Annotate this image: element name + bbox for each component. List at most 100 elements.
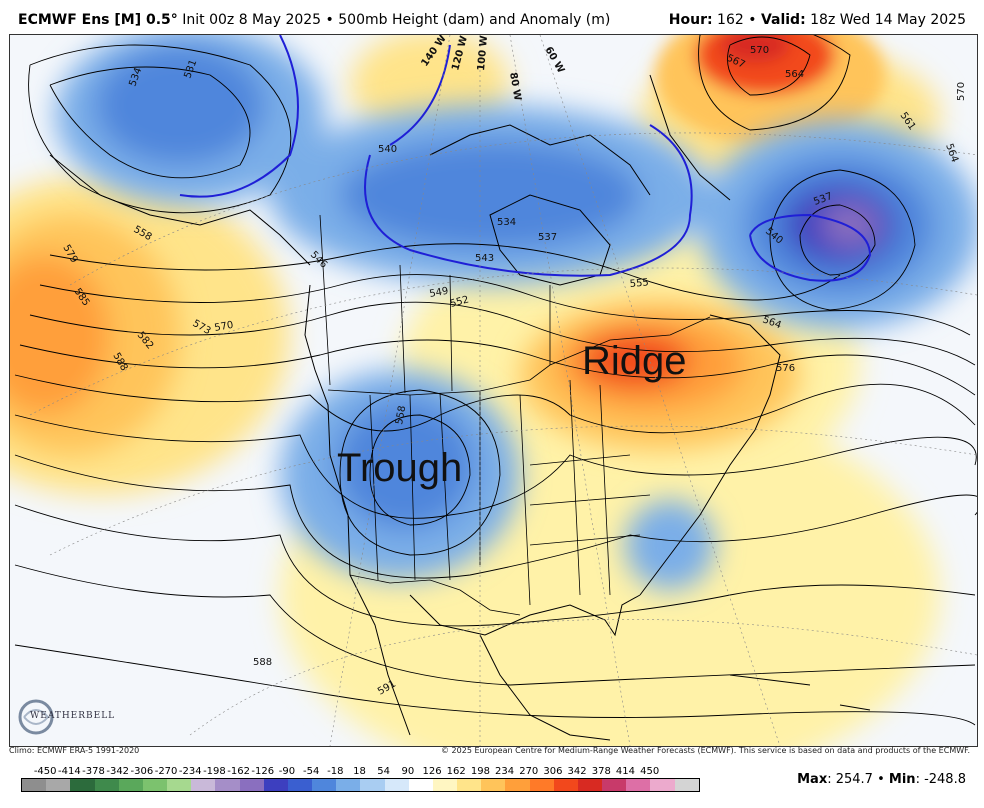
- contour-label: 534: [497, 217, 516, 228]
- logo-text: WEATHERBELL: [30, 711, 116, 721]
- colorbar-swatch: [577, 779, 603, 791]
- colorbar-swatch: [46, 779, 71, 791]
- anomaly-shading: [10, 35, 977, 746]
- colorbar-tick-label: 414: [615, 766, 635, 777]
- political-borders: [319, 214, 711, 616]
- colorbar-tick-label: 342: [567, 766, 587, 777]
- colorbar-swatch: [94, 779, 119, 791]
- contour-label: 555: [629, 277, 649, 290]
- contour-540-atlantic: [749, 213, 872, 282]
- contour-540-lines: [179, 35, 872, 282]
- longitude-label: 80 W: [507, 72, 523, 102]
- colorbar-swatch: [167, 779, 192, 791]
- colorbar-tick-label: -270: [154, 766, 178, 777]
- contour-label: 552: [449, 294, 470, 310]
- colorbar-swatch: [384, 779, 409, 791]
- colorbar-tick-label: -234: [178, 766, 202, 777]
- contour-label: 570: [750, 45, 769, 56]
- weatherbell-logo: WEATHERBELL: [16, 697, 114, 739]
- contour-label: 540: [378, 144, 397, 155]
- contour-540-alaska: [179, 35, 299, 198]
- contour-label: 576: [776, 363, 795, 374]
- colorbar-tick-label: -18: [327, 766, 344, 777]
- colorbar-swatch: [312, 779, 337, 791]
- contour-540-canada: [364, 124, 693, 277]
- contour-label: 549: [429, 286, 450, 300]
- caribbean-islands: [729, 674, 871, 711]
- colorbar-tick-label: -90: [278, 766, 296, 777]
- contour-label: 564: [785, 69, 804, 80]
- colorbar-tick-label: -126: [251, 766, 275, 777]
- max-value: 254.7: [835, 772, 873, 787]
- map-panel[interactable]: 534 531 537 534 537 540 540 543 546 549 …: [9, 34, 978, 747]
- contour-label: 570: [214, 320, 235, 334]
- colorbar-swatch: [70, 779, 95, 791]
- colorbar-swatch: [650, 779, 675, 791]
- colorbar-tick-label: 450: [640, 766, 660, 777]
- colorbar-swatch: [287, 779, 313, 791]
- arctic-islands: [429, 124, 651, 196]
- weatherbell-swirl-icon: [18, 699, 54, 735]
- model-name: ECMWF Ens [M] 0.5: [18, 12, 171, 28]
- us-mexico-border: [349, 574, 521, 616]
- contour-label: 543: [475, 253, 494, 264]
- colorbar-swatch: [191, 779, 216, 791]
- valid-label: Valid:: [760, 12, 806, 28]
- colorbar-swatch: [408, 779, 433, 791]
- us-canada-border: [327, 316, 711, 396]
- colorbar-tick-label: 270: [519, 766, 539, 777]
- colorbar-swatch: [457, 779, 482, 791]
- height-anomaly-map: 534 531 537 534 537 540 540 543 546 549 …: [10, 35, 977, 746]
- colorbar-swatch: [626, 779, 651, 791]
- contour-label: 537: [538, 232, 557, 243]
- colorbar-tick-label: 306: [543, 766, 563, 777]
- geography-lines: [49, 74, 871, 741]
- colorbar-swatch: [432, 779, 458, 791]
- colorbar-swatch: [142, 779, 168, 791]
- contour-540-top: [389, 44, 451, 146]
- colorbar-swatch: [360, 779, 385, 791]
- colorbar-tick-label: -450: [33, 766, 57, 777]
- min-value: -248.8: [924, 772, 966, 787]
- colorbar-swatch: [22, 779, 47, 791]
- atlantic-coastline: [639, 314, 781, 596]
- colorbar-swatch: [505, 779, 530, 791]
- colorbar-swatch: [336, 779, 361, 791]
- colorbar-tick-label: -414: [57, 766, 81, 777]
- copyright-credit: © 2025 European Centre for Medium-Range …: [441, 746, 970, 755]
- colorbar-tick-label: 126: [422, 766, 442, 777]
- colorbar-swatch: [553, 779, 578, 791]
- state-lines-west: [369, 391, 481, 581]
- hour-value: 162: [717, 12, 744, 28]
- ridge-annotation: Ridge: [582, 339, 687, 383]
- colorbar-tick-label: 18: [353, 766, 366, 777]
- min-label: Min: [888, 772, 916, 787]
- colorbar-ticks: -450 -414 -378 -342 -306 -270 -234 -198 -162 -126…: [18, 766, 700, 778]
- contour-label: 558: [394, 405, 408, 426]
- header-bar: ECMWF Ens [M] 0.5° Init 00z 8 May 2025 •…: [0, 0, 984, 34]
- colorbar-tick-label: -378: [82, 766, 105, 777]
- colorbar-swatch: [674, 779, 699, 791]
- valid-value: 18z Wed 14 May 2025: [810, 12, 966, 28]
- contour-label: 570: [956, 82, 967, 101]
- province-lines: [319, 214, 551, 394]
- gulf-coastline: [409, 594, 641, 637]
- colorbar-tick-label: 90: [401, 766, 415, 777]
- graticule: [29, 35, 977, 746]
- colorbar-tick-label: -342: [106, 766, 130, 777]
- colorbar-swatch: [118, 779, 143, 791]
- mexico-coast: [479, 634, 611, 741]
- colorbar-swatch: [215, 779, 240, 791]
- hour-label: Hour:: [668, 12, 713, 28]
- colorbar-tick-label: 54: [377, 766, 391, 777]
- max-label: Max: [797, 772, 828, 787]
- colorbar-tick-label: 198: [470, 766, 490, 777]
- longitude-label: 100 W: [476, 35, 490, 71]
- valid-time-info: Hour: 162 • Valid: 18z Wed 14 May 2025: [668, 12, 966, 28]
- anomaly-colorbar: -450 -414 -378 -342 -306 -270 -234 -198 -162 -126…: [18, 766, 700, 794]
- trough-annotation: Trough: [337, 446, 463, 490]
- colorbar-swatch: [602, 779, 627, 791]
- colorbar-tick-label: 378: [591, 766, 611, 777]
- colorbar-swatch: [529, 779, 554, 791]
- max-min-readout: Max: 254.7 • Min: -248.8: [797, 772, 966, 787]
